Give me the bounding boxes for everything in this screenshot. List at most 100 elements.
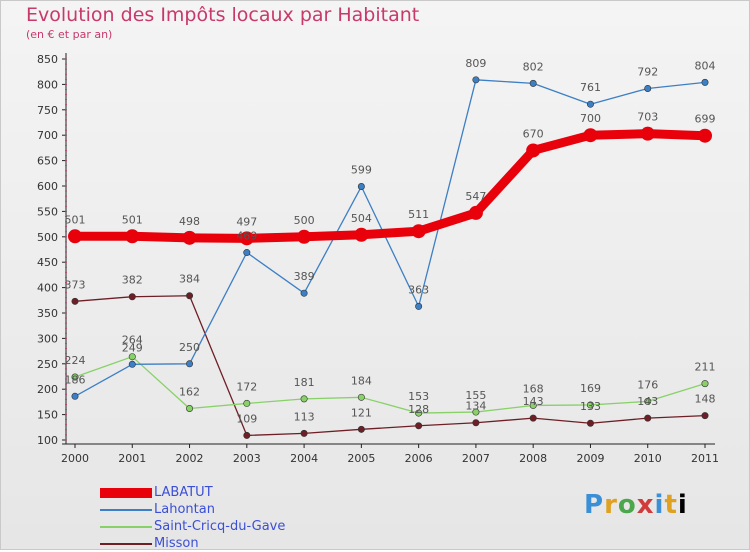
data-point-lahontan xyxy=(586,100,594,108)
legend-swatch xyxy=(100,542,152,545)
data-label-labatut: 501 xyxy=(122,213,143,226)
data-label-lahontan: 249 xyxy=(122,341,143,354)
data-point-labatut xyxy=(698,128,712,143)
data-label-misson: 128 xyxy=(408,403,429,416)
data-label-misson: 143 xyxy=(523,395,544,408)
data-point-saint-cricq-du-gave xyxy=(529,401,537,409)
data-label-saint-cricq-du-gave: 211 xyxy=(695,361,716,374)
y-tick-label: 300 xyxy=(37,332,58,345)
data-label-labatut: 703 xyxy=(637,111,658,124)
x-tick-label: 2001 xyxy=(118,452,146,465)
data-point-saint-cricq-du-gave xyxy=(644,397,652,405)
data-label-saint-cricq-du-gave: 224 xyxy=(65,354,86,367)
data-label-saint-cricq-du-gave: 168 xyxy=(523,382,544,395)
data-point-saint-cricq-du-gave xyxy=(415,409,423,417)
data-label-misson: 134 xyxy=(465,400,486,413)
data-label-misson: 384 xyxy=(179,273,200,286)
data-point-labatut xyxy=(239,231,254,246)
data-label-misson: 113 xyxy=(294,410,315,423)
data-label-lahontan: 792 xyxy=(637,65,658,78)
y-tick-label: 250 xyxy=(37,358,58,371)
data-label-misson: 373 xyxy=(65,278,86,291)
y-tick-label: 650 xyxy=(37,155,58,168)
data-label-labatut: 498 xyxy=(179,215,200,228)
data-point-saint-cricq-du-gave xyxy=(243,399,251,407)
data-point-labatut xyxy=(526,143,541,158)
data-label-labatut: 497 xyxy=(236,215,257,228)
data-label-lahontan: 186 xyxy=(65,373,86,386)
data-label-lahontan: 761 xyxy=(580,81,601,94)
legend-swatch xyxy=(100,508,152,511)
data-point-misson xyxy=(128,293,136,301)
data-label-lahontan: 599 xyxy=(351,164,372,177)
data-point-misson xyxy=(472,419,480,427)
data-point-labatut xyxy=(468,205,483,220)
x-tick-label: 2008 xyxy=(519,452,547,465)
legend-item-lahontan: Lahontan xyxy=(100,501,285,518)
x-tick-label: 2010 xyxy=(634,452,662,465)
data-point-saint-cricq-du-gave xyxy=(300,395,308,403)
legend-swatch xyxy=(100,525,152,528)
data-label-labatut: 501 xyxy=(65,213,86,226)
y-tick-label: 600 xyxy=(37,180,58,193)
y-tick-label: 850 xyxy=(37,53,58,66)
data-point-labatut xyxy=(411,224,426,239)
data-point-misson xyxy=(300,429,308,437)
x-tick-label: 2009 xyxy=(576,452,604,465)
data-label-lahontan: 389 xyxy=(294,270,315,283)
y-tick-label: 500 xyxy=(37,231,58,244)
x-tick-label: 2004 xyxy=(290,452,318,465)
y-tick-label: 700 xyxy=(37,129,58,142)
data-point-lahontan xyxy=(357,183,365,191)
data-point-lahontan xyxy=(529,79,537,87)
data-label-misson: 148 xyxy=(695,393,716,406)
data-point-misson xyxy=(644,414,652,422)
x-tick-label: 2011 xyxy=(691,452,719,465)
legend-label: LABATUT xyxy=(154,485,213,500)
legend-swatch xyxy=(100,487,152,498)
chart-title: Evolution des Impôts locaux par Habitant xyxy=(26,4,420,26)
data-label-lahontan: 363 xyxy=(408,283,429,296)
legend-item-labatut: LABATUT xyxy=(100,484,285,501)
x-tick-label: 2000 xyxy=(61,452,89,465)
legend-item-saint-cricq-du-gave: Saint-Cricq-du-Gave xyxy=(100,518,285,535)
legend-label: Lahontan xyxy=(154,502,215,517)
y-tick-label: 750 xyxy=(37,104,58,117)
x-tick-label: 2007 xyxy=(462,452,490,465)
data-label-labatut: 700 xyxy=(580,112,601,125)
data-point-saint-cricq-du-gave xyxy=(586,401,594,409)
y-tick-label: 550 xyxy=(37,205,58,218)
data-label-labatut: 670 xyxy=(523,127,544,140)
data-point-misson xyxy=(71,297,79,305)
data-label-saint-cricq-du-gave: 153 xyxy=(408,390,429,403)
data-label-lahontan: 804 xyxy=(695,59,716,72)
data-point-lahontan xyxy=(644,84,652,92)
data-point-labatut xyxy=(640,126,655,141)
data-label-saint-cricq-du-gave: 184 xyxy=(351,374,372,387)
data-point-lahontan xyxy=(472,76,480,84)
data-label-saint-cricq-du-gave: 169 xyxy=(580,382,601,395)
data-point-labatut xyxy=(125,229,140,244)
data-point-saint-cricq-du-gave xyxy=(701,380,709,388)
data-point-saint-cricq-du-gave xyxy=(71,373,79,381)
data-label-saint-cricq-du-gave: 155 xyxy=(465,389,486,402)
data-label-labatut: 504 xyxy=(351,212,372,225)
y-tick-label: 350 xyxy=(37,307,58,320)
data-point-misson xyxy=(357,425,365,433)
data-point-lahontan xyxy=(128,360,136,368)
x-tick-label: 2006 xyxy=(405,452,433,465)
data-point-labatut xyxy=(583,128,598,143)
chart-legend: LABATUT Lahontan Saint-Cricq-du-Gave Misson xyxy=(100,484,285,552)
data-label-labatut: 699 xyxy=(695,113,716,126)
data-label-labatut: 547 xyxy=(465,190,486,203)
series-line-labatut xyxy=(70,129,710,243)
y-tick-label: 450 xyxy=(37,256,58,269)
data-label-labatut: 500 xyxy=(294,214,315,227)
legend-label: Saint-Cricq-du-Gave xyxy=(154,519,286,534)
data-label-saint-cricq-du-gave: 264 xyxy=(122,334,143,347)
data-label-labatut: 511 xyxy=(408,208,429,221)
data-point-lahontan xyxy=(300,289,308,297)
data-point-misson xyxy=(586,419,594,427)
